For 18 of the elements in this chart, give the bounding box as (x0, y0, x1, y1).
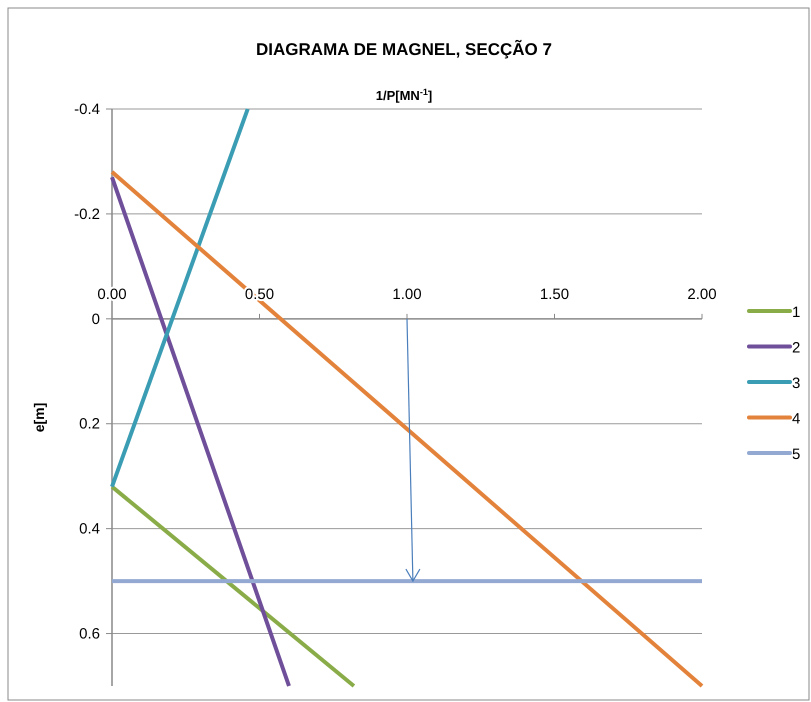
y-tick-label: 0 (92, 310, 100, 328)
y-axis-title: e[m] (31, 402, 47, 432)
legend-label: 2 (792, 340, 800, 356)
legend-label: 4 (792, 410, 800, 428)
legend-label: 1 (792, 304, 800, 321)
legend-label: 3 (792, 375, 800, 392)
y-tick-label: -0.2 (74, 206, 100, 223)
x-tick-label: 1.00 (392, 286, 422, 303)
x-tick-label: 2.00 (687, 286, 717, 303)
x-axis-title: 1/P[MN$^{-1}$] (376, 87, 432, 103)
chart-title: DIAGRAMA DE MAGNEL, SECÇÃO 7 (256, 39, 552, 59)
y-tick-label: -0.4 (74, 101, 100, 118)
y-tick-label: 0.6 (79, 626, 100, 643)
x-tick-label: 1.50 (540, 286, 570, 303)
y-tick-label: 0.2 (79, 416, 100, 433)
legend-label: 5 (792, 446, 800, 463)
y-tick-label: 0.4 (79, 520, 100, 538)
x-tick-label: 0.00 (97, 286, 127, 303)
